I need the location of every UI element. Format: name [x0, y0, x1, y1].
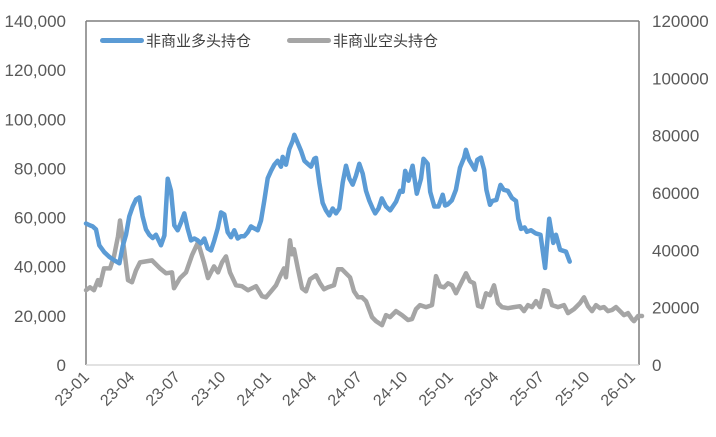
left-tick-label: 80,000 — [14, 159, 66, 178]
left-tick-label: 40,000 — [14, 258, 66, 277]
left-tick-label: 60,000 — [14, 209, 66, 228]
x-tick-label: 25-04 — [461, 369, 502, 410]
legend-item-long: 非商业多头持仓 — [100, 30, 251, 51]
x-tick-label: 23-07 — [143, 369, 184, 410]
x-tick-label: 24-10 — [370, 369, 411, 410]
x-tick-label: 25-07 — [507, 369, 548, 410]
left-tick-label: 120,000 — [5, 61, 66, 80]
x-tick-label: 24-04 — [279, 369, 320, 410]
right-tick-label: 40000 — [652, 241, 699, 260]
x-tick-label: 24-07 — [325, 369, 366, 410]
series-long-line — [83, 132, 572, 271]
left-tick-label: 140,000 — [5, 12, 66, 31]
legend-label-long: 非商业多头持仓 — [146, 32, 252, 50]
plot-area — [85, 20, 640, 366]
right-tick-label: 60000 — [652, 184, 699, 203]
right-tick-label: 20000 — [652, 299, 699, 318]
x-tick-label: 24-01 — [234, 369, 275, 410]
left-tick-label: 0 — [57, 356, 66, 375]
x-tick-label: 25-10 — [552, 369, 593, 410]
right-tick-label: 100000 — [652, 69, 709, 88]
left-tick-label: 100,000 — [5, 110, 66, 129]
series-short-line — [83, 218, 645, 328]
x-axis: 23-01 23-04 23-07 23-10 24-01 24-04 24-07 24-10… — [52, 369, 639, 410]
legend-swatch-short — [287, 38, 332, 43]
legend-item-short: 非商业空头持仓 — [287, 30, 438, 51]
legend-swatch-long — [100, 38, 144, 43]
right-tick-label: 120000 — [652, 12, 709, 31]
right-tick-label: 80000 — [652, 127, 699, 146]
series-lines — [83, 132, 645, 328]
right-y-axis: 0 20000 40000 60000 80000 100000 120000 — [652, 12, 709, 375]
legend-label-short: 非商业空头持仓 — [333, 32, 439, 50]
x-tick-label: 26-01 — [598, 369, 639, 410]
right-tick-label: 0 — [652, 356, 661, 375]
x-tick-label: 23-10 — [188, 369, 229, 410]
legend: 非商业多头持仓 非商业空头持仓 — [100, 30, 438, 51]
x-tick-label: 23-04 — [97, 369, 138, 410]
x-tick-label: 25-01 — [416, 369, 457, 410]
left-y-axis: 0 20,000 40,000 60,000 80,000 100,000 120,000 1… — [5, 12, 66, 375]
left-tick-label: 20,000 — [14, 307, 66, 326]
